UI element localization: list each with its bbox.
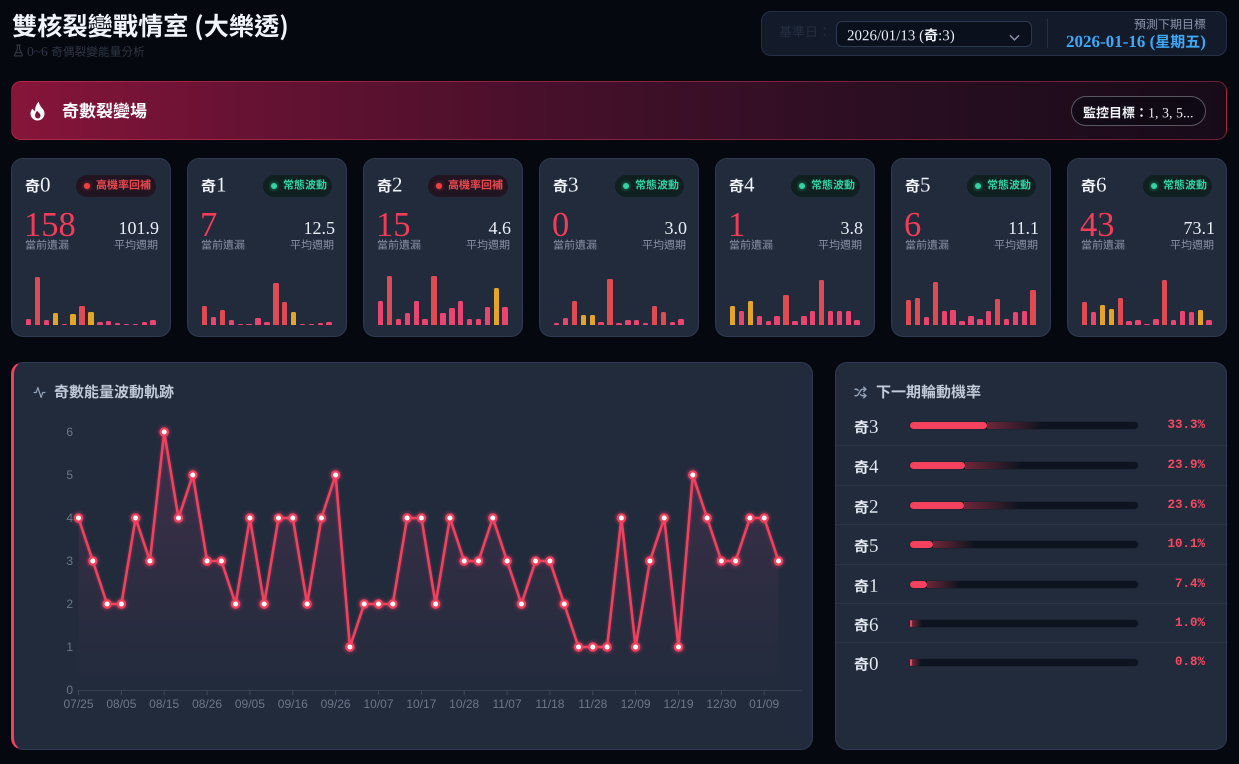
svg-text:3: 3 (66, 554, 73, 568)
svg-text:5: 5 (66, 468, 73, 482)
svg-text:11/28: 11/28 (578, 697, 607, 711)
svg-text:2: 2 (66, 597, 73, 611)
svg-text:12/30: 12/30 (706, 697, 736, 711)
svg-text:09/05: 09/05 (235, 697, 265, 711)
svg-text:12/19: 12/19 (663, 697, 693, 711)
svg-text:12/09: 12/09 (621, 697, 651, 711)
svg-text:07/25: 07/25 (63, 697, 93, 711)
svg-text:11/18: 11/18 (535, 697, 564, 711)
svg-text:6: 6 (66, 425, 73, 439)
svg-text:08/15: 08/15 (149, 697, 179, 711)
svg-text:01/09: 01/09 (749, 697, 779, 711)
svg-text:4: 4 (66, 511, 73, 525)
svg-text:10/17: 10/17 (406, 697, 436, 711)
svg-text:11/07: 11/07 (493, 697, 522, 711)
svg-text:10/07: 10/07 (363, 697, 393, 711)
svg-text:08/26: 08/26 (192, 697, 222, 711)
svg-text:09/26: 09/26 (321, 697, 351, 711)
svg-text:10/28: 10/28 (449, 697, 479, 711)
svg-text:1: 1 (66, 640, 73, 654)
svg-text:08/05: 08/05 (106, 697, 136, 711)
svg-text:09/16: 09/16 (278, 697, 308, 711)
svg-text:0: 0 (66, 683, 73, 697)
